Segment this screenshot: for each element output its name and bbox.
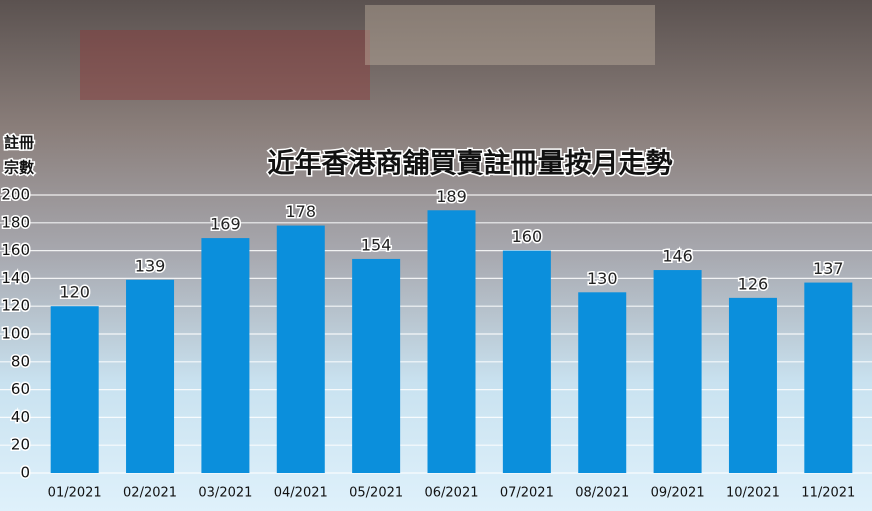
value-label: 126	[738, 274, 769, 293]
photo-shelf	[80, 30, 370, 100]
x-tick-label: 02/2021	[123, 486, 177, 501]
x-tick-label: 03/2021	[198, 486, 252, 501]
x-tick-label: 10/2021	[726, 486, 780, 501]
y-tick-label: 100	[1, 325, 30, 343]
x-tick-label: 07/2021	[500, 486, 554, 501]
value-label: 189	[436, 187, 467, 206]
y-tick-label: 180	[1, 213, 30, 231]
y-tick-label: 40	[11, 408, 30, 426]
bar	[804, 282, 853, 473]
value-label: 169	[210, 215, 241, 234]
bar	[201, 238, 250, 473]
x-tick-label: 06/2021	[424, 486, 478, 501]
chart-title: 近年香港商舖買賣註冊量按月走勢	[268, 148, 673, 180]
bar	[502, 250, 551, 473]
value-label: 146	[662, 247, 693, 266]
bar	[728, 297, 777, 473]
y-tick-label: 0	[20, 464, 30, 482]
value-label: 137	[813, 259, 844, 278]
x-tick-label: 04/2021	[274, 486, 328, 501]
y-tick-label: 20	[11, 436, 30, 454]
bar	[276, 225, 325, 473]
value-label: 120	[59, 283, 90, 302]
value-label: 130	[587, 269, 618, 288]
photo-shelf	[365, 5, 655, 65]
bar	[126, 279, 175, 473]
value-label: 154	[361, 235, 392, 254]
x-tick-label: 09/2021	[651, 486, 705, 501]
y-axis-label: 註冊	[4, 134, 34, 152]
bar	[653, 270, 702, 473]
x-tick-label: 11/2021	[801, 486, 855, 501]
y-tick-label: 80	[11, 352, 30, 370]
bar	[578, 292, 627, 473]
y-tick-label: 120	[1, 297, 30, 315]
y-tick-label: 200	[1, 186, 30, 204]
value-label: 160	[512, 227, 543, 246]
y-tick-label: 140	[1, 269, 30, 287]
x-tick-label: 05/2021	[349, 486, 403, 501]
y-axis-label: 宗數	[4, 159, 34, 177]
bar	[50, 306, 99, 473]
y-tick-label: 160	[1, 241, 30, 259]
x-tick-label: 01/2021	[48, 486, 102, 501]
y-tick-label: 60	[11, 380, 30, 398]
bar	[427, 210, 476, 474]
value-label: 178	[285, 202, 316, 221]
x-tick-label: 08/2021	[575, 486, 629, 501]
value-label: 139	[135, 256, 166, 275]
bar	[352, 258, 401, 473]
